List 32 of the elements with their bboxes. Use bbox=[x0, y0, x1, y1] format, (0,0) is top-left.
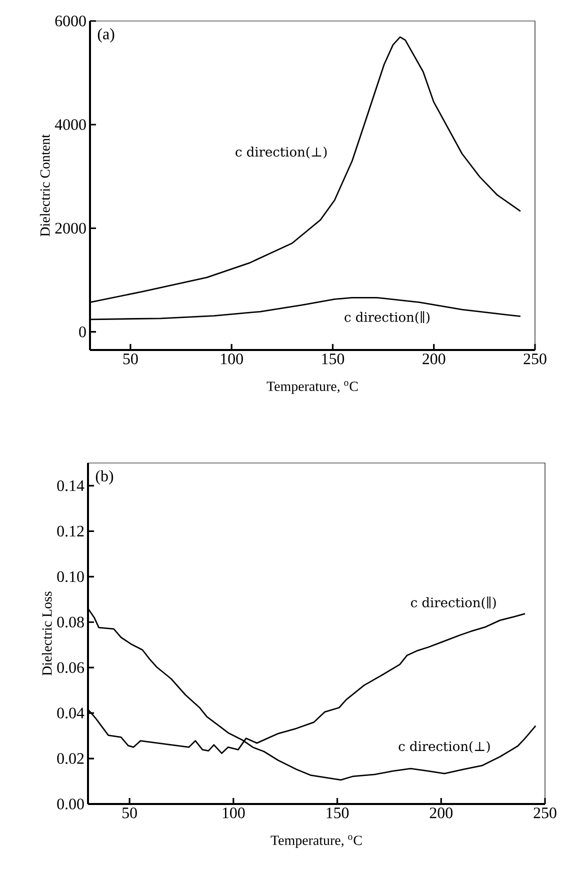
x-axis-title: Temperature, $^{o}$C bbox=[266, 381, 358, 394]
y-tick-label: 0.00 bbox=[57, 798, 84, 810]
y-tick-label: 0.12 bbox=[57, 526, 84, 537]
y-tick-label: 0.04 bbox=[57, 708, 84, 718]
y-tick-label: 0.10 bbox=[57, 571, 84, 582]
x-tick-label: 150 bbox=[322, 354, 344, 364]
y-tick-label: 2000 bbox=[55, 222, 86, 234]
y-tick-label: 0.08 bbox=[57, 616, 84, 628]
y-tick-label: 4000 bbox=[54, 119, 86, 130]
y-tick-label: 0 bbox=[79, 326, 86, 338]
y-tick-label: 6000 bbox=[55, 16, 86, 26]
y-tick-label: 0.14 bbox=[57, 480, 84, 492]
series-label: c direction(⊥) bbox=[236, 146, 327, 159]
x-tick-label: 250 bbox=[534, 808, 556, 818]
series-label: c direction(∥) bbox=[411, 596, 496, 610]
y-tick-label: 0.02 bbox=[57, 753, 84, 764]
x-tick-label: 100 bbox=[222, 808, 245, 818]
annotation: (a) bbox=[98, 28, 114, 43]
y-axis-title: Dielectric Content bbox=[40, 134, 50, 236]
x-tick-label: 250 bbox=[524, 354, 546, 364]
annotation: (b) bbox=[96, 470, 114, 485]
x-tick-label: 200 bbox=[430, 808, 452, 818]
x-tick-label: 50 bbox=[123, 354, 138, 364]
x-tick-label: 100 bbox=[221, 354, 243, 364]
series-label: c direction(⊥) bbox=[398, 741, 490, 753]
series-label: c direction(∥) bbox=[344, 311, 430, 324]
x-axis-title: Temperature, $^{o}$C bbox=[270, 835, 362, 848]
x-tick-label: 50 bbox=[122, 808, 137, 818]
x-tick-label: 200 bbox=[422, 354, 446, 364]
y-axis-title: Dielectric Loss bbox=[42, 592, 52, 676]
y-tick-label: 0.06 bbox=[57, 662, 84, 674]
x-tick-label: 150 bbox=[326, 808, 349, 818]
